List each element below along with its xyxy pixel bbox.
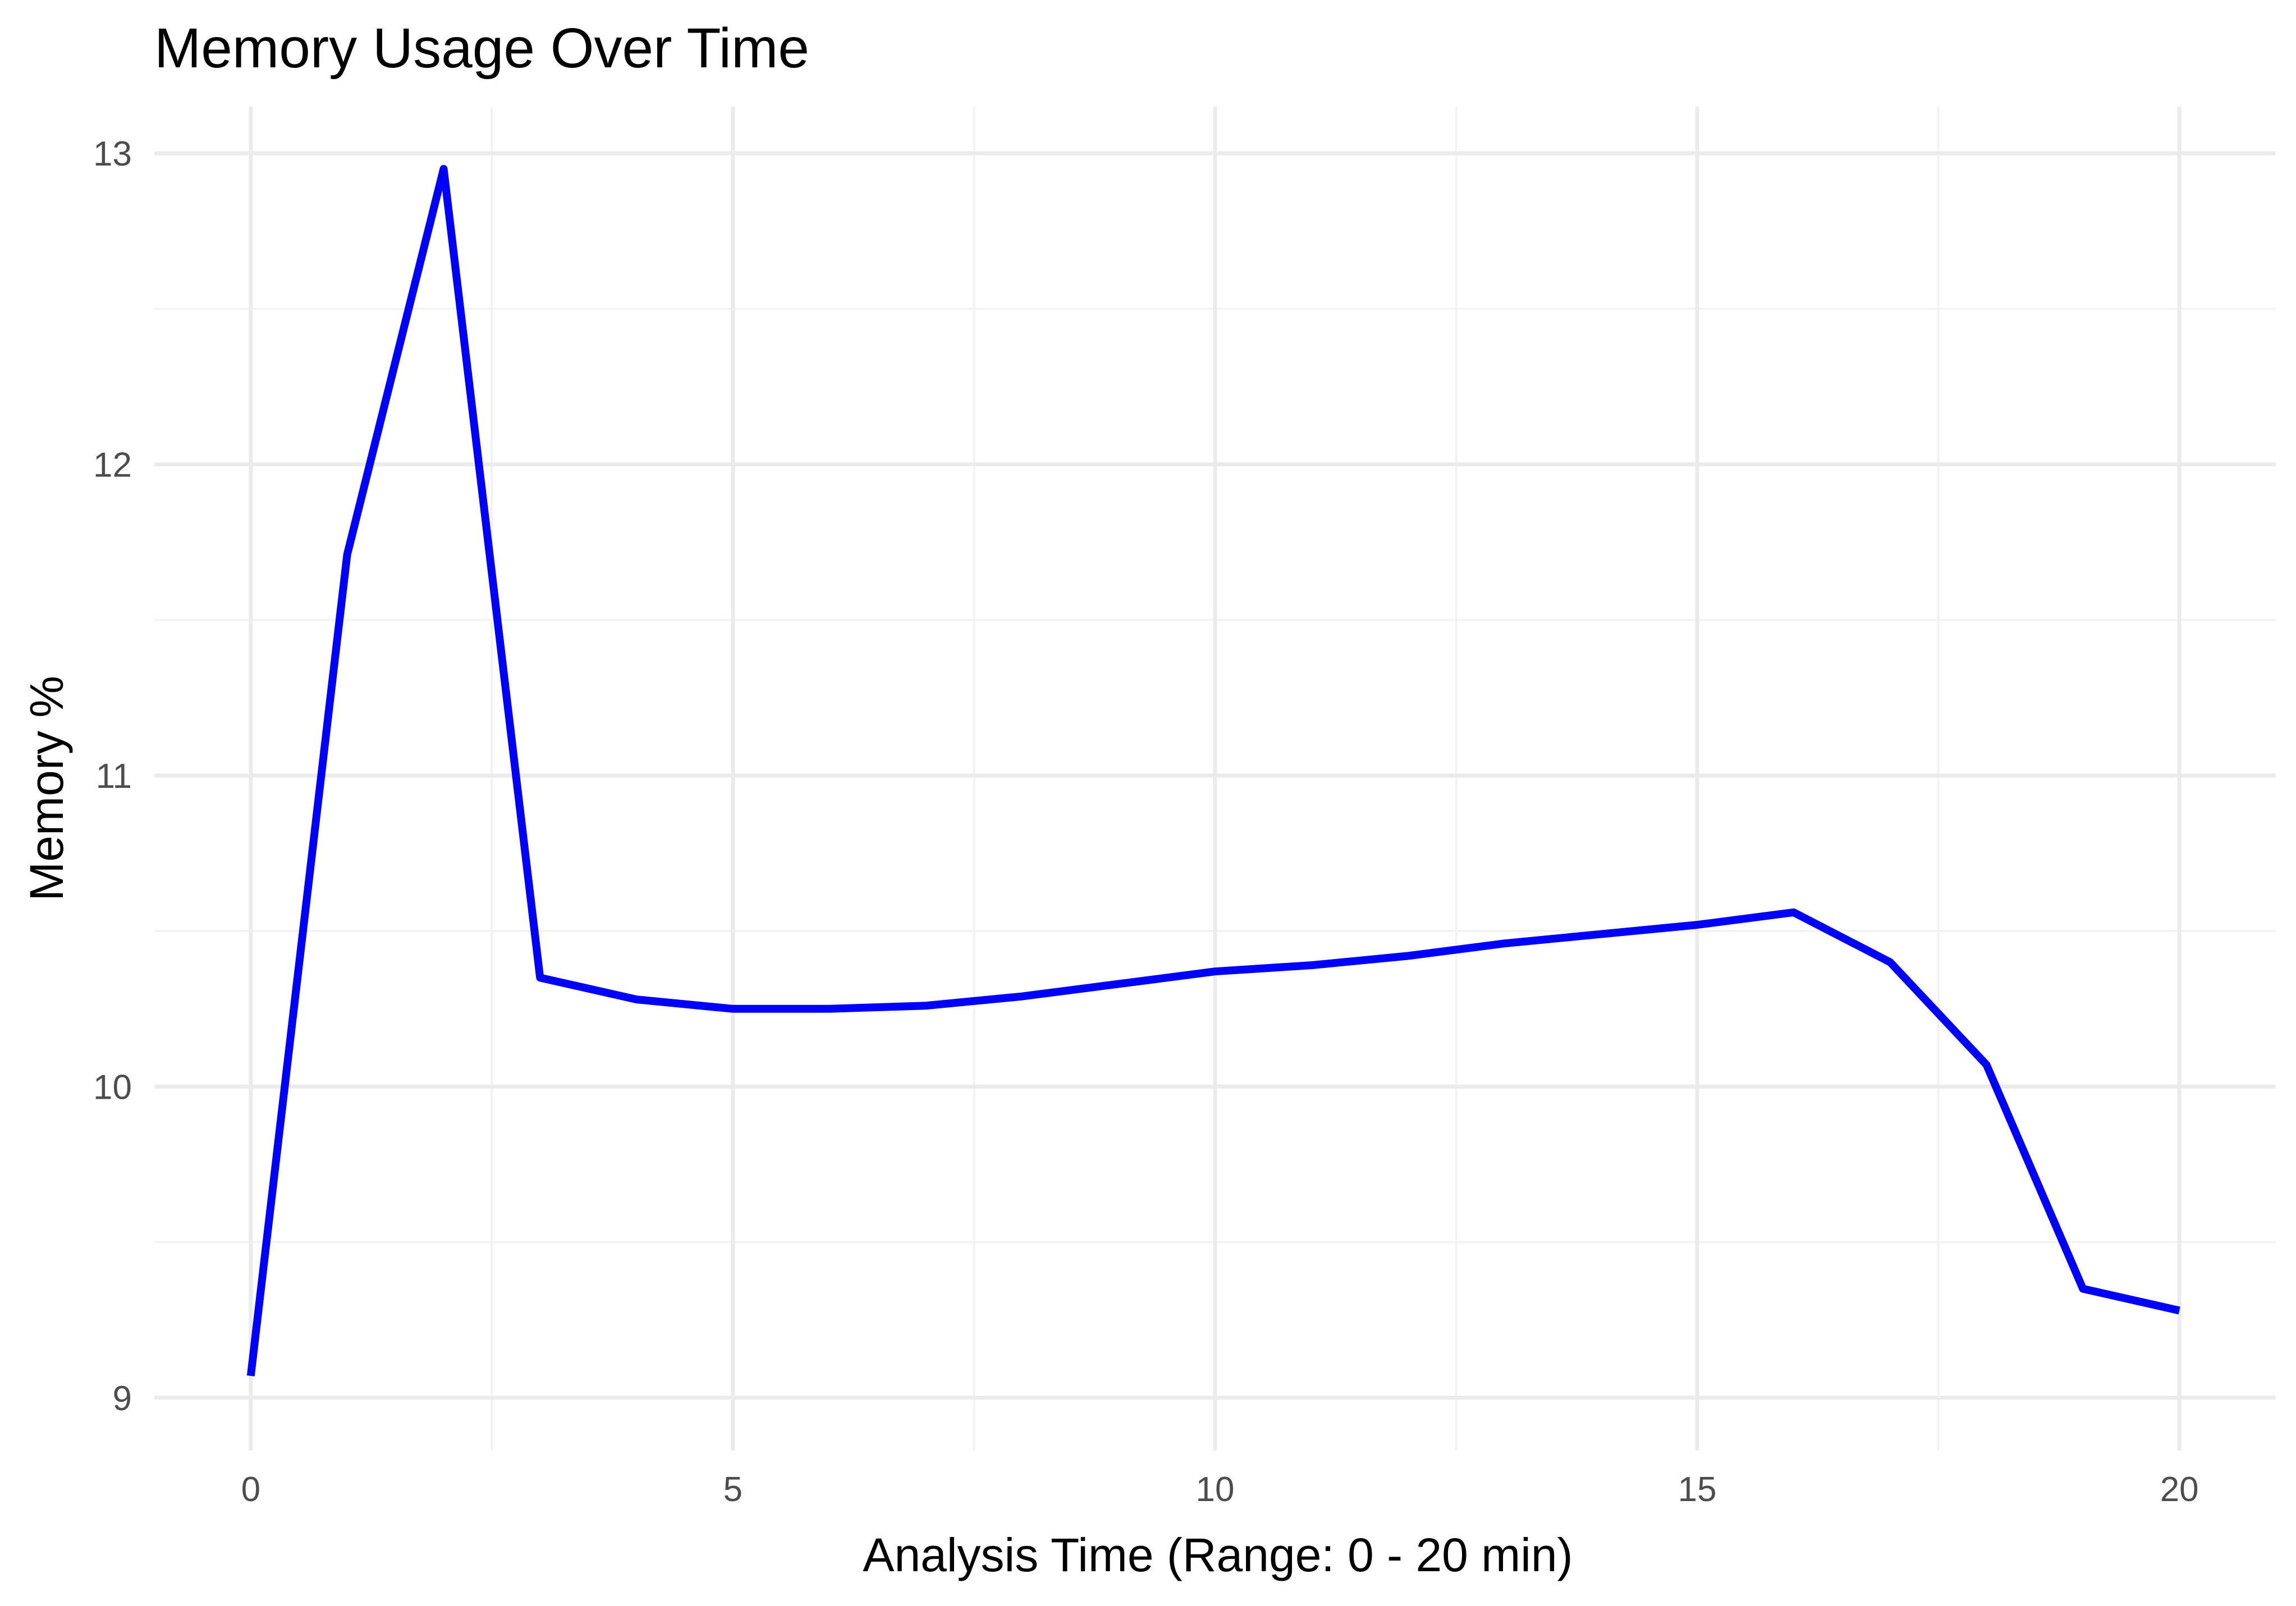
- x-tick-label: 15: [1678, 1470, 1717, 1509]
- y-tick-label: 12: [93, 446, 132, 485]
- x-axis-title: Analysis Time (Range: 0 - 20 min): [863, 1529, 1573, 1581]
- y-tick-label: 13: [93, 135, 132, 173]
- x-tick-label: 5: [723, 1470, 743, 1509]
- series-line: [246, 164, 2180, 1376]
- tick-layer: 0 5 10 15 20 9 10 11 12 13: [93, 135, 2199, 1509]
- x-tick-label: 20: [2160, 1470, 2199, 1509]
- grid-layer: [154, 107, 2276, 1451]
- chart-title: Memory Usage Over Time: [154, 17, 809, 80]
- y-tick-label: 9: [113, 1379, 132, 1418]
- x-tick-label: 0: [241, 1470, 260, 1509]
- y-tick-label: 10: [93, 1068, 132, 1107]
- y-axis-title: Memory %: [20, 676, 73, 901]
- series-layer: [246, 164, 2180, 1376]
- x-tick-label: 10: [1196, 1470, 1235, 1509]
- y-tick-label: 11: [96, 757, 132, 796]
